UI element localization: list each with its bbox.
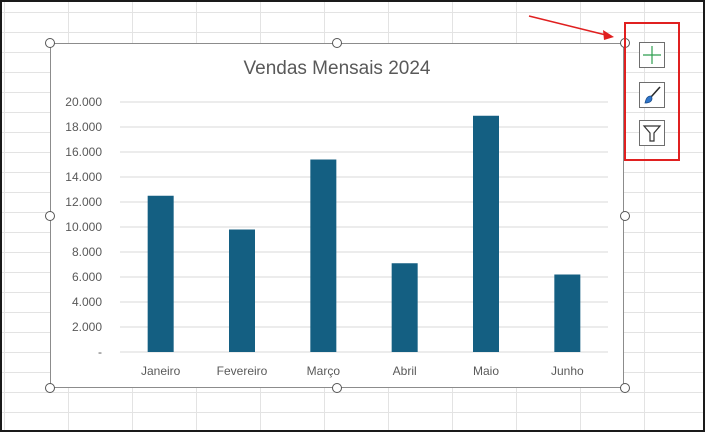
annotation-arrow bbox=[528, 15, 611, 37]
chart-tools-highlight bbox=[624, 22, 680, 161]
resize-handle-bottom-right[interactable] bbox=[620, 383, 630, 393]
x-tick-label: Abril bbox=[393, 364, 417, 378]
bar-abril[interactable] bbox=[391, 263, 418, 352]
x-tick-label: Maio bbox=[473, 364, 499, 378]
bar-fevereiro[interactable] bbox=[229, 229, 255, 353]
y-tick-label: 4.000 bbox=[72, 295, 102, 309]
chart-elements-button[interactable] bbox=[639, 42, 665, 68]
chart-filters-button[interactable] bbox=[639, 120, 665, 146]
chart-title: Vendas Mensais 2024 bbox=[243, 58, 431, 79]
x-tick-label: Janeiro bbox=[141, 364, 181, 378]
bar-janeiro[interactable] bbox=[147, 195, 174, 352]
x-tick-label: Março bbox=[307, 364, 341, 378]
bar-março[interactable] bbox=[310, 159, 337, 353]
x-axis-category-labels: Janeiro Fevereiro Março Abril Maio Junho bbox=[141, 364, 584, 378]
bar-junho[interactable] bbox=[554, 274, 581, 353]
resize-handle-top-left[interactable] bbox=[45, 38, 55, 48]
resize-handle-top[interactable] bbox=[332, 38, 342, 48]
y-tick-label: 10.000 bbox=[65, 220, 102, 234]
plus-icon bbox=[643, 46, 661, 64]
y-tick-label: 12.000 bbox=[65, 195, 102, 209]
y-tick-label: 6.000 bbox=[72, 270, 102, 284]
y-tick-label: 20.000 bbox=[65, 95, 102, 109]
y-tick-label: - bbox=[98, 345, 102, 359]
annotation-arrowhead bbox=[603, 30, 614, 40]
funnel-icon bbox=[642, 125, 662, 142]
bar-maio[interactable] bbox=[473, 115, 499, 352]
y-tick-label: 2.000 bbox=[72, 320, 102, 334]
y-tick-label: 14.000 bbox=[65, 170, 102, 184]
resize-handle-left[interactable] bbox=[45, 211, 55, 221]
y-axis-tick-labels: - 2.000 4.000 6.000 8.000 10.000 12.000 14.000 1… bbox=[65, 95, 102, 359]
paintbrush-icon bbox=[644, 86, 661, 104]
y-tick-label: 16.000 bbox=[65, 145, 102, 159]
resize-handle-bottom[interactable] bbox=[332, 383, 342, 393]
y-tick-label: 18.000 bbox=[65, 120, 102, 134]
resize-handle-right[interactable] bbox=[620, 211, 630, 221]
chart-styles-button[interactable] bbox=[639, 82, 665, 108]
gridlines bbox=[120, 101, 608, 353]
x-tick-label: Fevereiro bbox=[217, 364, 268, 378]
x-tick-label: Junho bbox=[551, 364, 584, 378]
y-tick-label: 8.000 bbox=[72, 245, 102, 259]
resize-handle-bottom-left[interactable] bbox=[45, 383, 55, 393]
bars bbox=[147, 115, 581, 353]
